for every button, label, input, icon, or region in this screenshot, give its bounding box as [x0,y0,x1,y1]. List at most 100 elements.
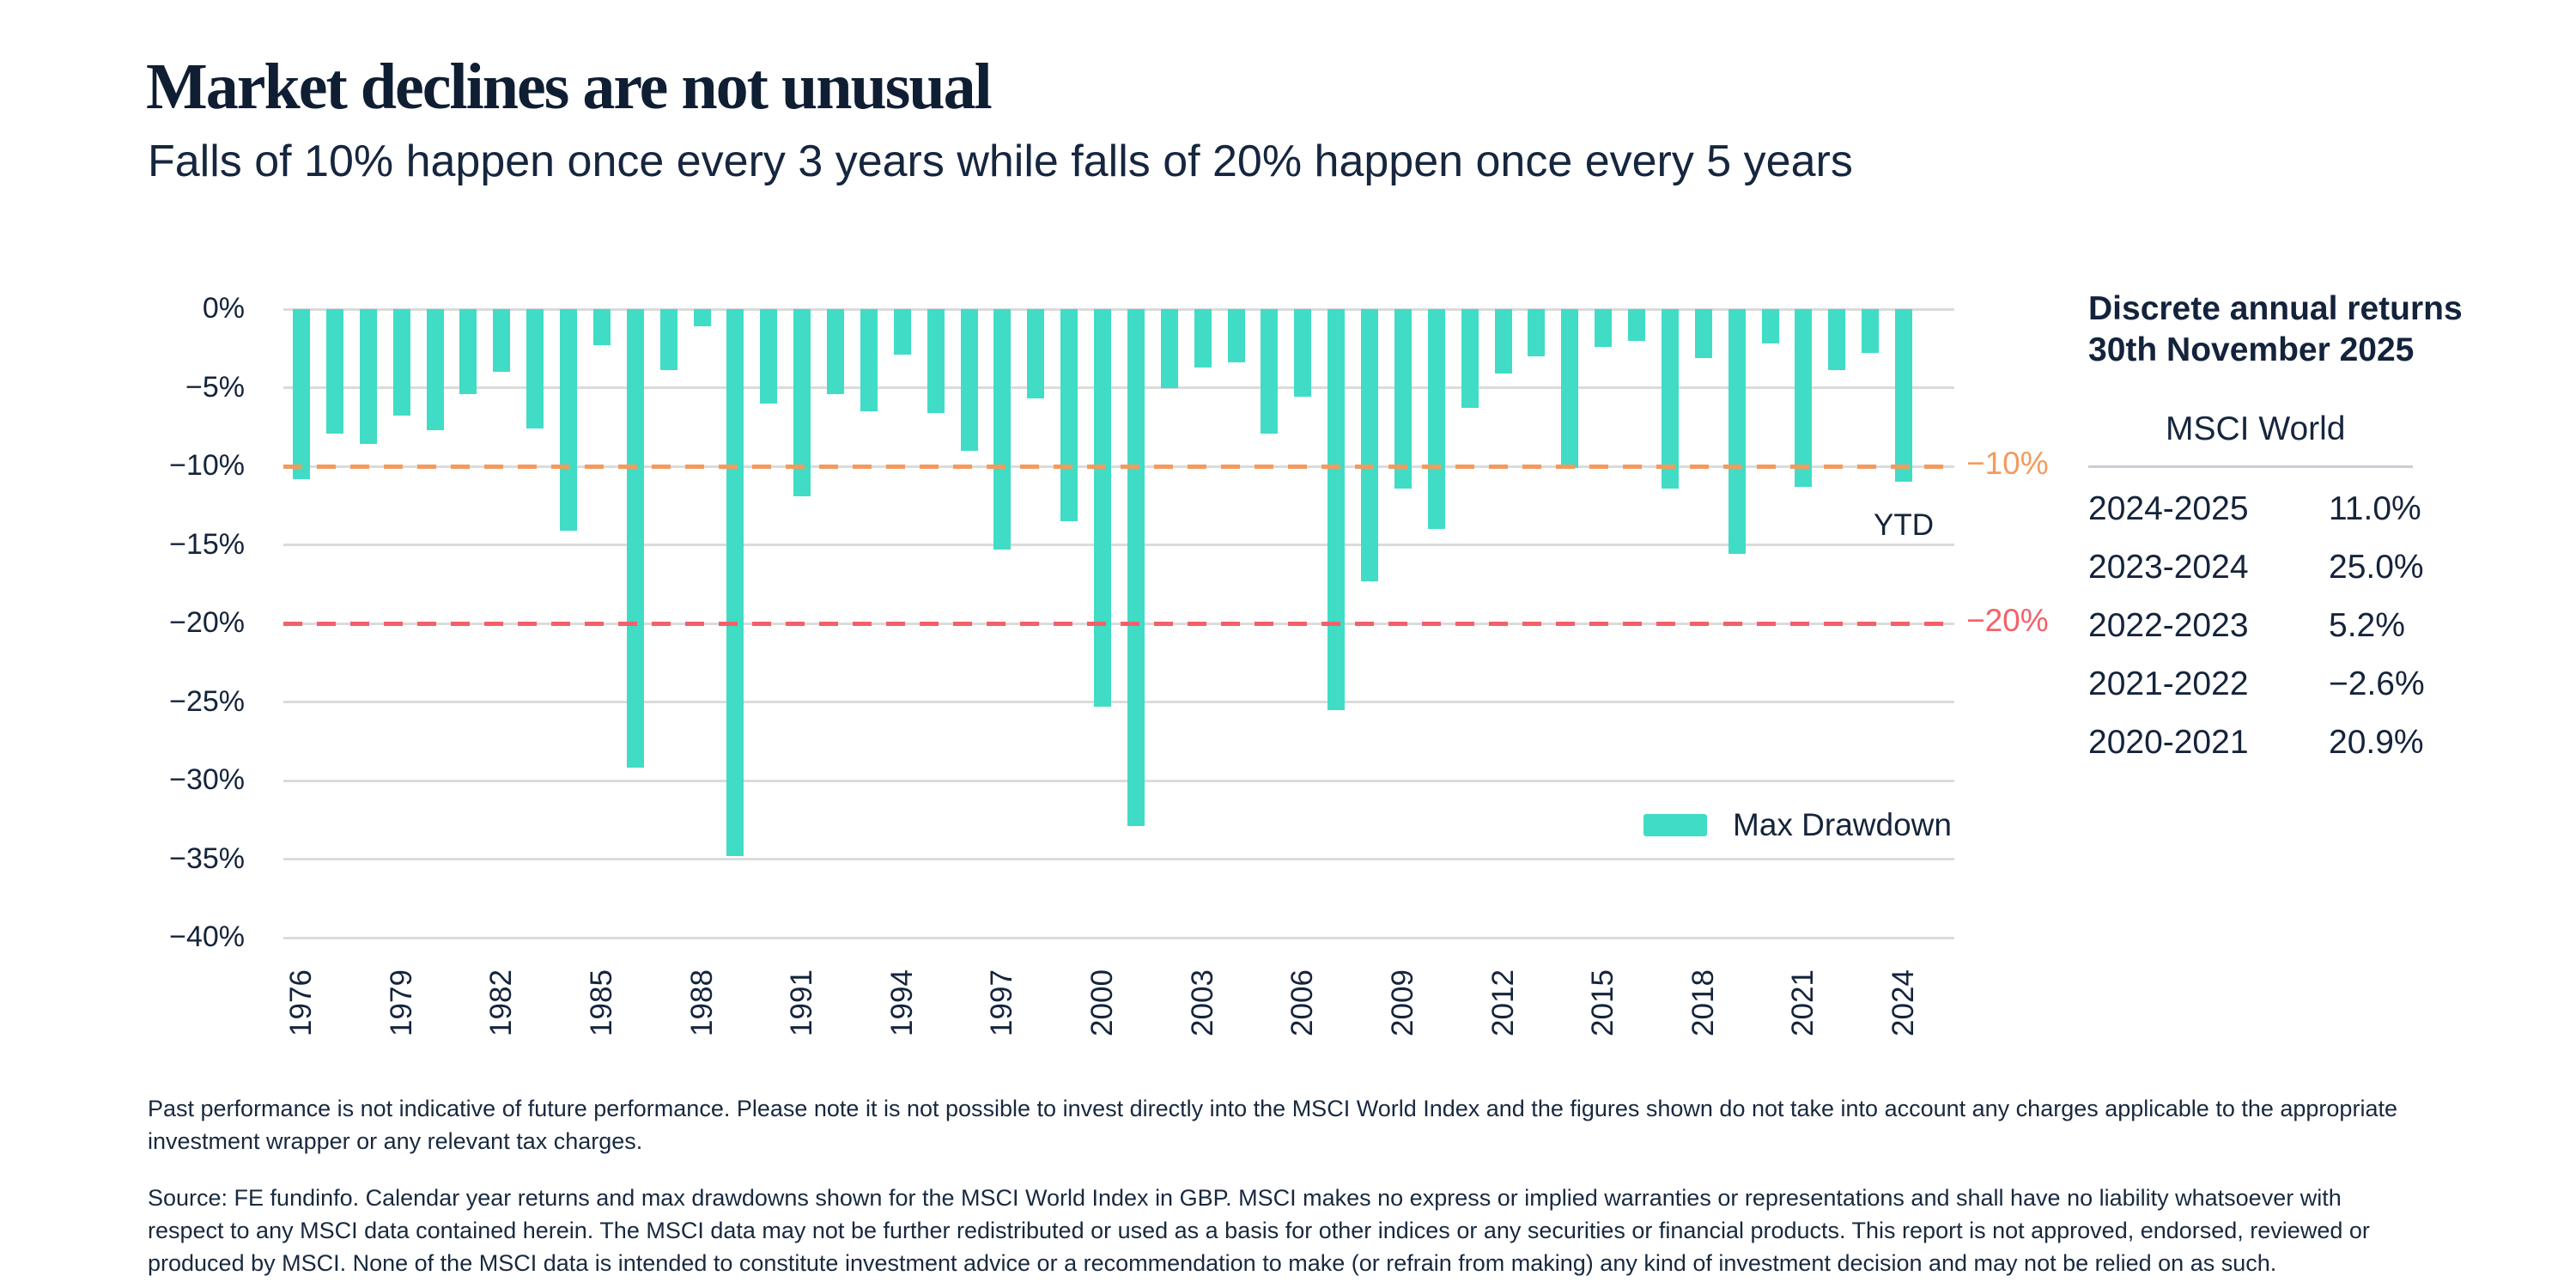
x-tick-label: 2003 [1185,969,1219,1036]
bar [1160,309,1178,388]
period-cell: 2024-2025 [2088,490,2249,527]
source-line: respect to any MSCI data contained herei… [148,1218,2370,1243]
bar [1361,309,1378,581]
bar [860,309,878,411]
bar [1327,309,1346,710]
bar [1628,309,1645,341]
x-tick-label: 2012 [1485,969,1520,1036]
bar [459,309,477,394]
bar [1561,309,1579,468]
panel-divider [2088,465,2413,468]
source-paragraph: Source: FE fundinfo. Calendar year retur… [148,1182,2500,1279]
bar [1127,309,1145,827]
bar [793,309,811,496]
x-tick-label: 1994 [884,969,919,1036]
bar [659,309,677,371]
bar [1728,309,1746,555]
bar [1394,309,1412,489]
bar [493,309,511,373]
x-tick-label: 2018 [1686,969,1720,1036]
page-title: Market declines are not unusual [146,51,993,123]
x-tick-label: 2000 [1085,969,1119,1036]
x-tick-label: 2021 [1786,969,1820,1036]
bar [392,309,410,416]
bar [760,309,778,404]
bar [927,309,945,413]
gridline [283,779,1954,782]
bar [359,309,377,445]
bar [1895,309,1912,483]
bar [1027,309,1045,399]
chart-legend: Max Drawdown [1643,807,1952,843]
bar [1427,309,1445,530]
discrete-returns-panel: Discrete annual returns 30th November 20… [2088,289,2535,761]
bar [560,309,577,532]
footer: Past performance is not indicative of fu… [148,1092,2500,1279]
bar [293,309,310,479]
y-tick-label: −35% [169,841,245,875]
bar [1694,309,1712,358]
threshold-line [283,621,1954,626]
bar [1828,309,1846,371]
x-tick-label: 1988 [684,969,719,1036]
threshold-line [283,464,1954,469]
bar [1595,309,1613,347]
bar [1094,309,1111,707]
gridline [283,307,1954,311]
gridline [283,701,1954,703]
page-subtitle: Falls of 10% happen once every 3 years w… [148,137,1853,186]
table-row: 2020-2021 20.9% [2088,724,2535,761]
legend-swatch [1643,814,1707,836]
x-tick-label: 1997 [985,969,1019,1036]
bar [993,309,1012,550]
gridline [283,544,1954,546]
y-tick-label: −5% [185,370,245,404]
legend-label: Max Drawdown [1733,807,1952,842]
period-cell: 2023-2024 [2088,549,2249,586]
table-row: 2023-2024 25.0% [2088,549,2535,586]
bar [1661,309,1679,489]
disclaimer-paragraph: Past performance is not indicative of fu… [148,1092,2500,1157]
period-cell: 2022-2023 [2088,607,2249,644]
bar [1060,309,1078,522]
period-cell: 2021-2022 [2088,665,2249,702]
threshold-label: −20% [1966,603,2049,638]
bar [960,309,978,451]
bar [1795,309,1813,487]
bar [726,309,744,856]
y-tick-label: −20% [169,606,245,639]
gridline [283,936,1954,939]
threshold-label: −10% [1966,446,2049,481]
gridline [283,386,1954,389]
ytd-annotation: YTD [1874,508,1934,542]
value-cell: 11.0% [2329,490,2421,527]
disclaimer-line: Past performance is not indicative of fu… [148,1096,2397,1121]
y-tick-label: 0% [202,292,245,325]
bar [1761,309,1779,344]
bar [1194,309,1212,368]
disclaimer-line: investment wrapper or any relevant tax c… [148,1128,643,1154]
value-cell: −2.6% [2329,665,2425,702]
gridline [283,858,1954,860]
panel-title: Discrete annual returns 30th November 20… [2088,290,2463,368]
x-tick-label: 1979 [384,969,418,1036]
bar [1227,309,1245,363]
source-line: produced by MSCI. None of the MSCI data … [148,1250,2277,1276]
bar [426,309,444,430]
x-tick-label: 2006 [1285,969,1320,1036]
x-tick-label: 1976 [284,969,318,1036]
panel-rows: 2024-2025 11.0% 2023-2024 25.0% 2022-2023 5.2… [2088,490,2535,761]
bar [1294,309,1312,398]
x-tick-label: 2015 [1586,969,1620,1036]
x-tick-label: 2024 [1886,969,1920,1036]
bar [592,309,611,346]
value-cell: 5.2% [2329,607,2405,644]
value-cell: 25.0% [2329,549,2424,586]
value-cell: 20.9% [2329,724,2424,761]
table-row: 2022-2023 5.2% [2088,607,2535,644]
bar [626,309,644,769]
y-tick-label: −25% [169,684,245,718]
x-tick-label: 1991 [785,969,819,1036]
